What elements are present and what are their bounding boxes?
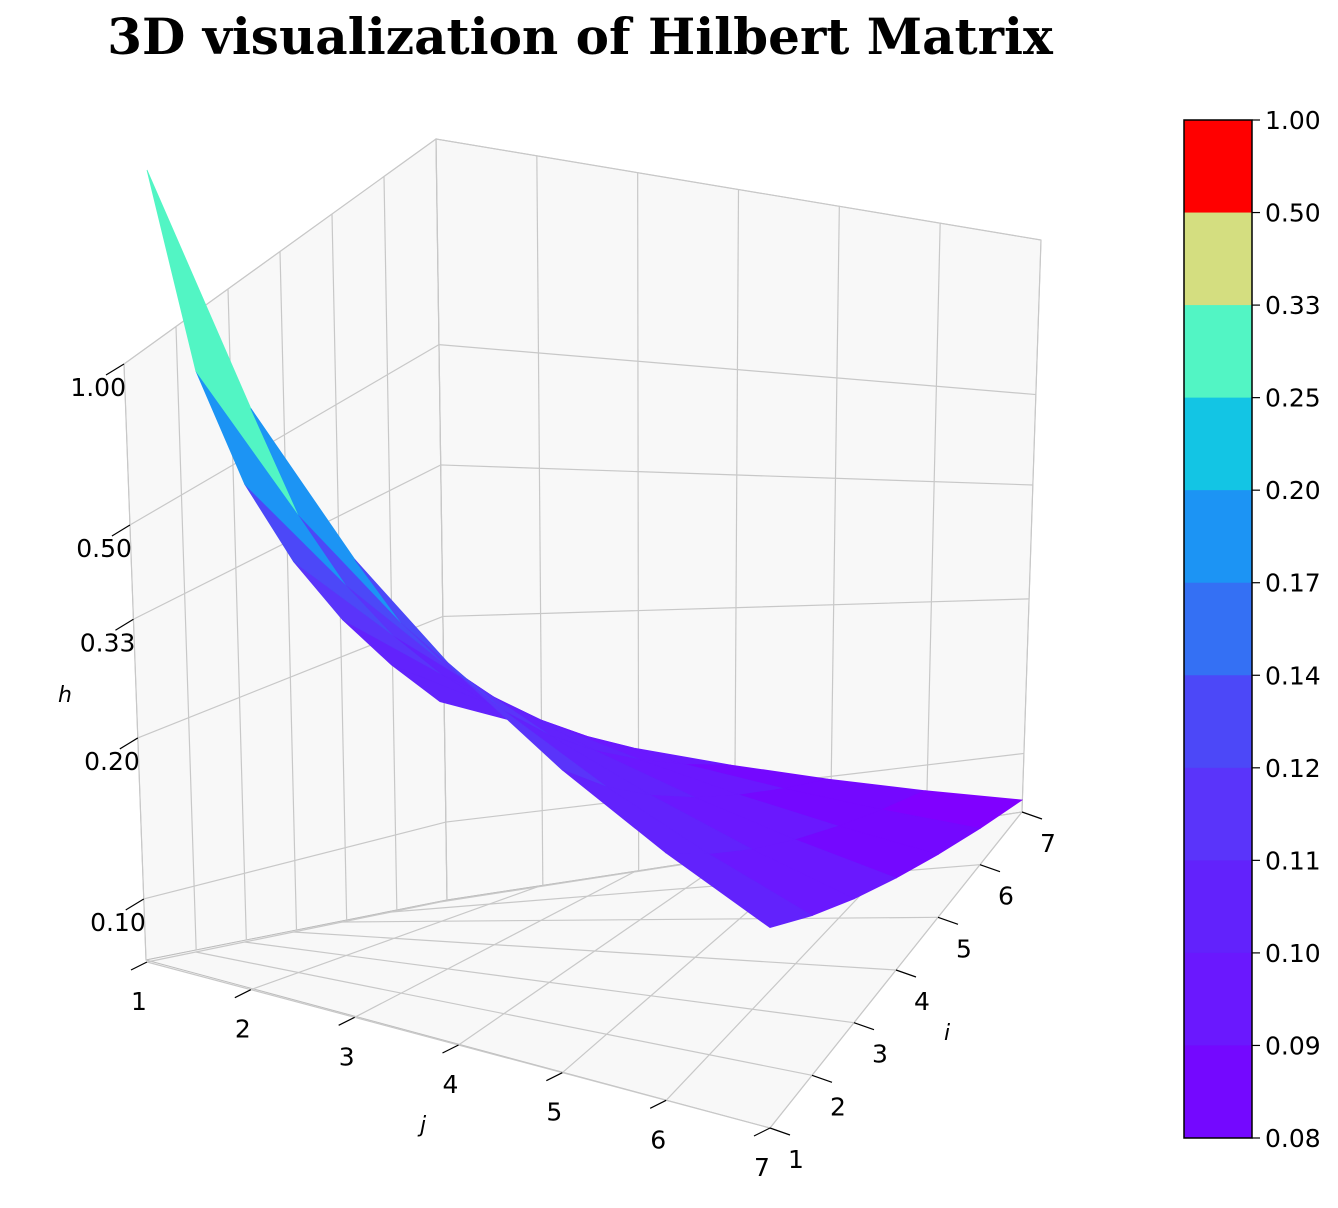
colorbar-tick-label: 0.25: [1265, 384, 1321, 413]
x-tick-mark: [937, 916, 959, 925]
grid-line: [175, 326, 197, 951]
grid-line: [123, 138, 1042, 365]
colorbar-bin: [1184, 675, 1252, 769]
grid-line: [383, 176, 398, 911]
y-tick-mark: [130, 961, 148, 971]
x-tick-mark: [769, 1127, 791, 1136]
colorbar-bin: [1184, 305, 1252, 399]
colorbar-tick-label: 0.14: [1265, 661, 1321, 690]
y-tick-mark: [753, 1127, 771, 1137]
grid-line: [143, 752, 1025, 900]
surface-patch: [664, 852, 814, 929]
z-tick-mark: [111, 524, 131, 537]
x-tick-label: 1: [788, 1145, 804, 1174]
grid-line: [129, 344, 1036, 526]
x-tick-label: 6: [998, 882, 1014, 911]
colorbar: 1.00 0.50 0.33 0.25 0.20 0.17 0.14 0.12 0.11 0.10…: [1183, 106, 1321, 1153]
chart-title: 3D visualization of Hilbert Matrix: [107, 7, 1054, 66]
colorbar-tick-label: 0.33: [1265, 291, 1321, 320]
grid-line: [925, 223, 941, 827]
colorbar-tick-label: 0.17: [1265, 569, 1321, 598]
y-tick-label: 5: [546, 1098, 562, 1127]
z-tick-mark: [105, 363, 125, 376]
grid-line: [733, 189, 740, 857]
z-tick-label: 1.00: [70, 373, 126, 402]
x-tick-mark: [895, 969, 917, 978]
colorbar-tick-label: 0.08: [1265, 1124, 1321, 1153]
grid-line: [123, 363, 147, 961]
x-tick-label: 5: [956, 934, 972, 963]
colorbar-tick-label: 0.12: [1265, 754, 1321, 783]
z-tick-label: 0.50: [76, 534, 132, 563]
x-tick-label: 4: [914, 987, 930, 1016]
colorbar-tick-label: 0.11: [1265, 846, 1321, 875]
colorbar-bin: [1184, 120, 1252, 214]
y-axis-label: j: [417, 1113, 427, 1138]
z-tick-label: 0.20: [84, 747, 140, 776]
grid-line: [1021, 239, 1042, 813]
colorbar-bin: [1184, 767, 1252, 861]
colorbar-bin: [1184, 1045, 1252, 1139]
x-tick-label: 7: [1040, 829, 1056, 858]
z-tick-mark: [119, 737, 139, 750]
x-tick-label: 3: [872, 1040, 888, 1069]
colorbar-bin: [1184, 212, 1252, 306]
colorbar-bin: [1184, 582, 1252, 676]
z-tick-mark: [115, 618, 134, 631]
x-tick-mark: [979, 864, 1001, 873]
colorbar-bin: [1184, 490, 1252, 584]
y-tick-mark: [234, 989, 252, 999]
y-tick-mark: [338, 1016, 355, 1026]
z-tick-label: 0.33: [80, 628, 136, 657]
grid-line: [137, 598, 1030, 739]
grid-line: [829, 206, 840, 842]
x-tick-mark: [853, 1022, 875, 1031]
y-tick-label: 6: [650, 1125, 666, 1154]
colorbar-bin: [1184, 952, 1252, 1046]
grid-line: [279, 251, 298, 931]
colorbar-tick-label: 0.10: [1265, 939, 1321, 968]
colorbar-tick-label: 0.50: [1265, 199, 1321, 228]
x-tick-mark: [1021, 811, 1043, 820]
z-tick-label: 0.10: [90, 908, 146, 937]
y-tick-mark: [649, 1099, 667, 1109]
colorbar-frame: [1183, 119, 1253, 1139]
colorbar-tick-label: 0.20: [1265, 476, 1321, 505]
y-tick-mark: [442, 1044, 459, 1054]
y-tick-mark: [546, 1072, 563, 1082]
y-tick-label: 2: [235, 1015, 251, 1044]
y-tick-label: 7: [754, 1153, 770, 1182]
x-axis-label: i: [944, 1021, 950, 1046]
colorbar-tick-label: 1.00: [1265, 106, 1321, 135]
colorbar-bin: [1184, 860, 1252, 954]
grid-line: [435, 138, 448, 901]
z-axis-label: h: [58, 683, 72, 708]
grid-line: [133, 464, 1033, 620]
grid-line: [536, 155, 544, 886]
surface: [146, 169, 1024, 929]
x-tick-mark: [811, 1074, 833, 1083]
y-tick-label: 1: [131, 987, 147, 1016]
x-tick-label: 2: [830, 1092, 846, 1121]
colorbar-tick-label: 0.09: [1265, 1031, 1321, 1060]
colorbar-bin: [1184, 397, 1252, 491]
y-tick-label: 4: [443, 1070, 459, 1099]
y-tick-label: 3: [339, 1042, 355, 1071]
z-tick-mark: [125, 898, 145, 911]
